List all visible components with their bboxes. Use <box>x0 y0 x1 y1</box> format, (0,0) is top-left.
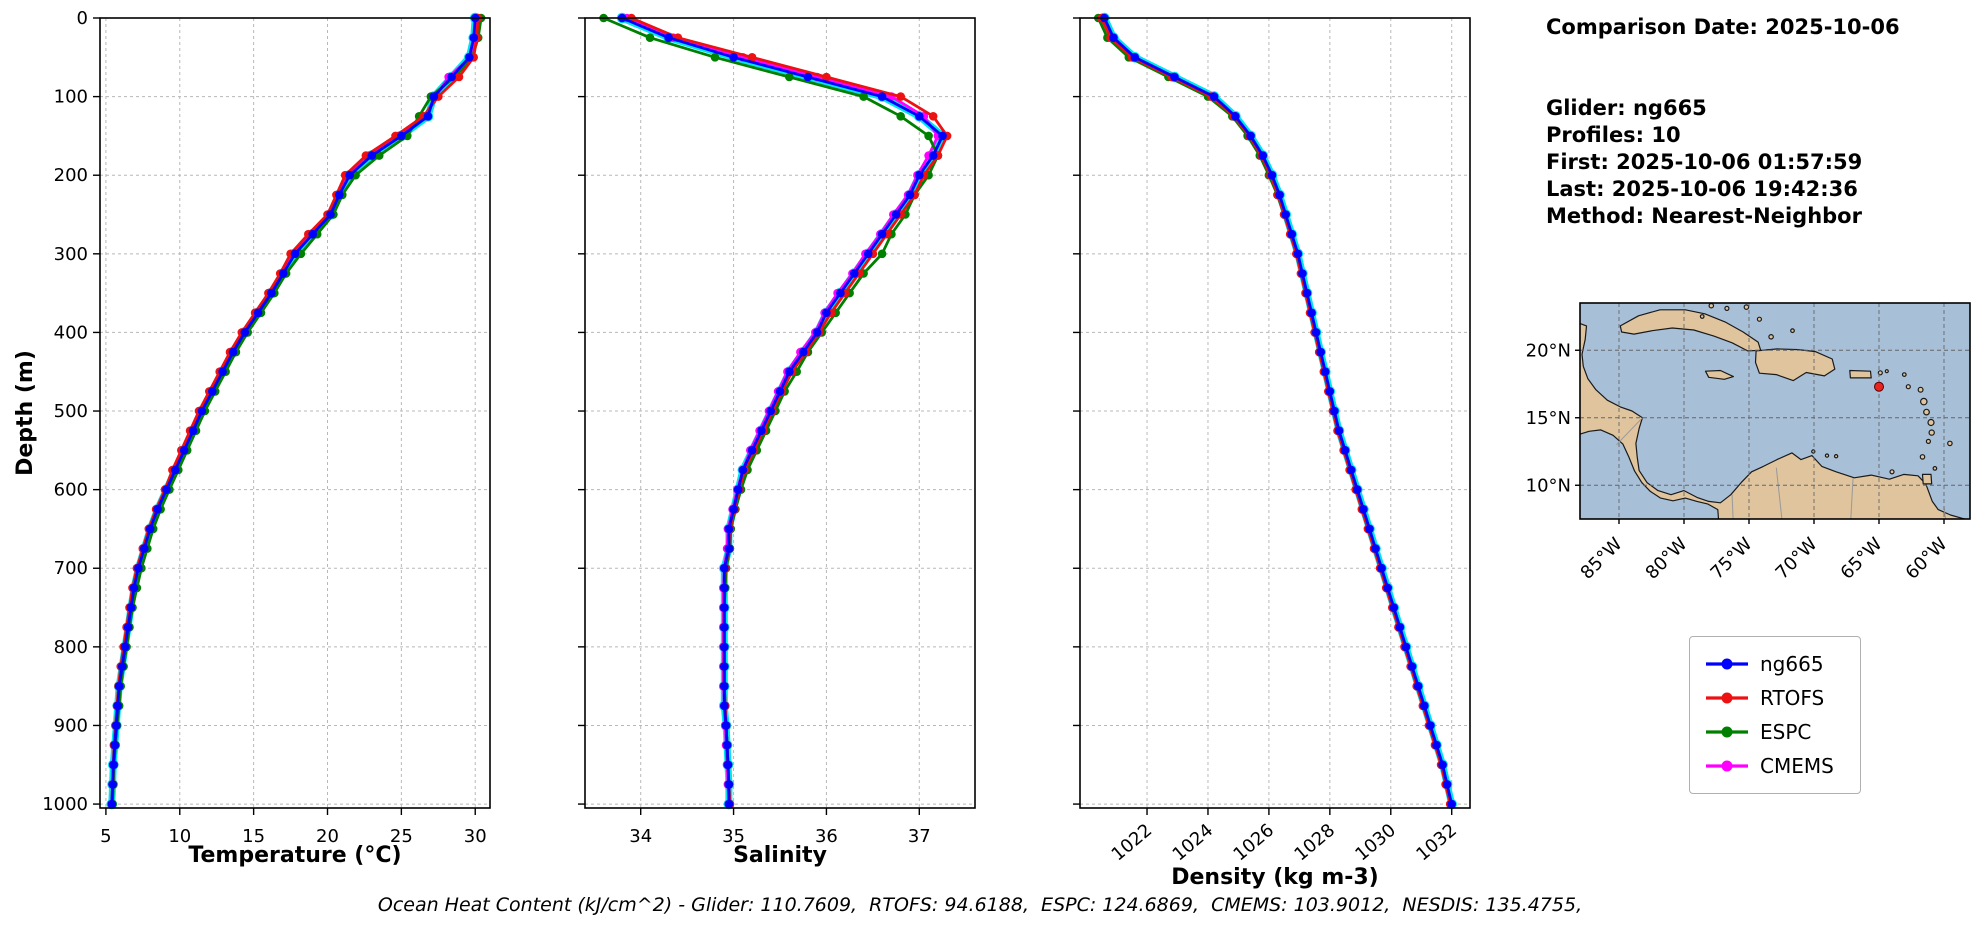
series-ng665 <box>107 13 480 809</box>
map-frame <box>1579 302 1971 520</box>
x-tick-label: 1030 <box>1351 820 1400 866</box>
lat-tick-label: 15°N <box>1526 408 1571 429</box>
y-tick-label: 900 <box>54 715 88 736</box>
glider-position-marker <box>1874 381 1884 392</box>
y-tick-label: 0 <box>77 8 88 29</box>
lat-tick-label: 10°N <box>1526 475 1571 496</box>
lon-tick-label: 65°W <box>1837 534 1887 584</box>
info-panel: Comparison Date: 2025-10-06 Glider: ng66… <box>1546 14 1900 230</box>
x-tick-label: 30 <box>464 826 487 847</box>
tick-labels: 34 35 36 37 <box>578 17 931 847</box>
x-tick-label: 1028 <box>1290 820 1339 866</box>
y-tick-label: 100 <box>54 87 88 108</box>
salinity-panel: 34 35 36 37 Salinity <box>578 12 976 868</box>
y-tick-label: 700 <box>54 558 88 579</box>
y-axis-label: Depth (m) <box>13 350 38 476</box>
x-axis-label: Salinity <box>733 843 827 868</box>
tick-labels: 5 10 15 20 25 3001002003004005006007008009001… <box>42 8 486 847</box>
lon-tick-label: 70°W <box>1772 534 1822 584</box>
legend-entry-RTOFS: RTOFS <box>1704 681 1846 715</box>
comparison-date-text: Comparison Date: 2025-10-06 <box>1546 15 1900 39</box>
x-tick-label: 35 <box>722 826 745 847</box>
grid <box>100 17 490 808</box>
info-spacer <box>1546 41 1900 95</box>
legend: ng665 RTOFS ESPC CMEMS <box>1689 636 1861 794</box>
glider-name-text: Glider: ng665 <box>1546 96 1707 120</box>
legend-entry-ng665: ng665 <box>1704 647 1846 681</box>
grid <box>585 17 975 808</box>
series-ng665 <box>617 13 947 809</box>
lon-tick-label: 60°W <box>1902 534 1952 584</box>
legend-entry-ESPC: ESPC <box>1704 715 1846 749</box>
legend-label: RTOFS <box>1760 686 1825 710</box>
legend-entry-CMEMS: CMEMS <box>1704 749 1846 783</box>
lat-tick-label: 20°N <box>1526 340 1571 361</box>
legend-label: ng665 <box>1760 652 1824 676</box>
lon-tick-label: 80°W <box>1642 534 1692 584</box>
temperature-panel: 5 10 15 20 25 3001002003004005006007008009001… <box>13 8 491 868</box>
series-ng665 <box>1100 13 1456 809</box>
last-profile-text: Last: 2025-10-06 19:42:36 <box>1546 177 1858 201</box>
map-borders <box>1616 417 1947 519</box>
x-tick-label: 1032 <box>1412 820 1461 866</box>
ohc-footer-text: Ocean Heat Content (kJ/cm^2) - Glider: 1… <box>377 894 1583 916</box>
y-tick-label: 600 <box>54 480 88 501</box>
y-tick-label: 800 <box>54 637 88 658</box>
x-tick-label: 36 <box>815 826 838 847</box>
x-tick-label: 1022 <box>1108 820 1157 866</box>
x-axis-label: Density (kg m-3) <box>1171 865 1379 890</box>
profiles-count-text: Profiles: 10 <box>1546 123 1681 147</box>
axes-frame <box>99 17 491 809</box>
legend-swatch-RTOFS <box>1706 692 1748 704</box>
tick-labels: 1022 1024 1026 1028 1030 1032 <box>1073 17 1461 866</box>
x-axis-label: Temperature (°C) <box>188 843 401 868</box>
map-land <box>1580 303 1968 519</box>
x-tick-label: 34 <box>629 826 652 847</box>
lon-tick-label: 75°W <box>1707 534 1757 584</box>
map-graticule <box>1580 303 1970 519</box>
y-tick-label: 1000 <box>42 794 88 815</box>
y-tick-label: 400 <box>54 322 88 343</box>
x-tick-label: 20 <box>316 826 339 847</box>
x-tick-label: 5 <box>100 826 111 847</box>
method-text: Method: Nearest-Neighbor <box>1546 204 1862 228</box>
axes-frame <box>584 17 976 809</box>
x-tick-label: 1024 <box>1169 820 1218 866</box>
grid <box>1080 17 1470 808</box>
y-tick-label: 200 <box>54 165 88 186</box>
x-tick-label: 37 <box>908 826 931 847</box>
axes-frame <box>1079 17 1471 809</box>
y-tick-label: 500 <box>54 401 88 422</box>
legend-label: ESPC <box>1760 720 1812 744</box>
lon-tick-label: 85°W <box>1577 534 1627 584</box>
legend-swatch-ng665 <box>1706 658 1748 670</box>
x-tick-label: 15 <box>242 826 265 847</box>
legend-swatch-ESPC <box>1706 726 1748 738</box>
first-profile-text: First: 2025-10-06 01:57:59 <box>1546 150 1863 174</box>
x-tick-label: 1026 <box>1230 820 1279 866</box>
y-tick-label: 300 <box>54 244 88 265</box>
location-map: 20°N 15°N 10°N 85°W 80°W 75°W 70°W 65°W 60°W <box>1526 302 1971 584</box>
x-tick-label: 10 <box>168 826 191 847</box>
legend-label: CMEMS <box>1760 754 1834 778</box>
density-panel: 1022 1024 1026 1028 1030 1032 Density (kg m-3) <box>1073 12 1471 890</box>
legend-swatch-CMEMS <box>1706 760 1748 772</box>
series-ESPC <box>108 13 486 809</box>
x-tick-label: 25 <box>390 826 413 847</box>
